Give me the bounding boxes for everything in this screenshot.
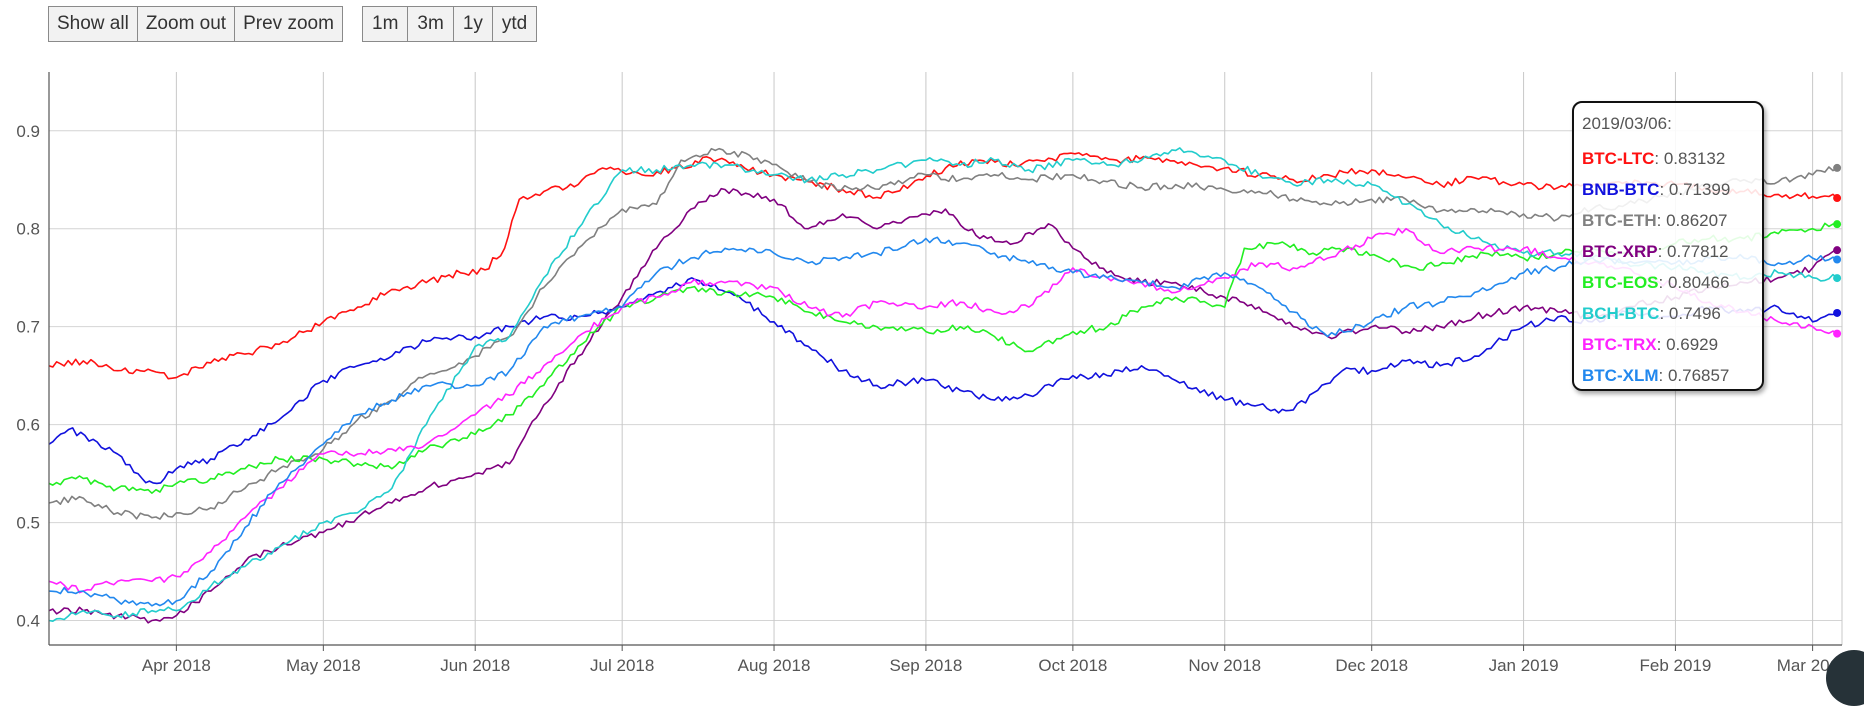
- tooltip-series-name: BTC-XRP: [1582, 242, 1658, 261]
- range-1m-button[interactable]: 1m: [363, 7, 409, 41]
- x-tick-label: Jul 2018: [590, 656, 654, 675]
- series-line-btc-ltc: [48, 152, 1838, 380]
- series-line-bnb-btc: [48, 277, 1838, 485]
- marker-layer: [1833, 163, 1842, 338]
- tooltip-series-name: BTC-ETH: [1582, 211, 1657, 230]
- series-line-btc-eth: [48, 147, 1838, 520]
- tooltip-row: BTC-TRX: 0.6929: [1582, 329, 1754, 360]
- tooltip-separator: :: [1656, 211, 1667, 230]
- x-tick-label: Sep 2018: [890, 656, 963, 675]
- show-all-button[interactable]: Show all: [49, 7, 138, 41]
- tooltip-series-value: 0.6929: [1666, 335, 1719, 354]
- x-tick-label: Feb 2019: [1640, 656, 1712, 675]
- tooltip-separator: :: [1658, 273, 1668, 292]
- series-line-btc-xrp: [48, 187, 1838, 624]
- tooltip-separator: :: [1658, 366, 1668, 385]
- tooltip-row: BCH-BTC: 0.7496: [1582, 298, 1754, 329]
- x-tick-label: Oct 2018: [1038, 656, 1107, 675]
- series-marker-btc-eos: [1833, 220, 1842, 229]
- tooltip-series-name: BTC-LTC: [1582, 149, 1655, 168]
- tooltip-row: BNB-BTC: 0.71399: [1582, 174, 1754, 205]
- tooltip-row: BTC-XRP: 0.77812: [1582, 236, 1754, 267]
- series-line-bch-btc: [48, 147, 1838, 622]
- line-chart[interactable]: 0.4 0.5 0.6 0.7 0.8 0.9 Apr 2018 May 2018 Jun 20…: [0, 0, 1864, 678]
- tooltip-separator: :: [1657, 242, 1668, 261]
- tooltip-separator: :: [1656, 335, 1667, 354]
- tooltip-row: BTC-ETH: 0.86207: [1582, 205, 1754, 236]
- series-marker-btc-xrp: [1833, 246, 1842, 255]
- tooltip-series-name: BNB-BTC: [1582, 180, 1660, 199]
- range-button-group: 1m 3m 1y ytd: [362, 6, 538, 42]
- x-tick-label: Jan 2019: [1489, 656, 1559, 675]
- tooltip-rows: BTC-LTC: 0.83132 BNB-BTC: 0.71399 BTC-ETH:…: [1582, 143, 1754, 391]
- series-marker-btc-trx: [1833, 329, 1842, 338]
- zoom-button-group: Show all Zoom out Prev zoom: [48, 6, 343, 42]
- tooltip-separator: :: [1654, 149, 1664, 168]
- tooltip-series-value: 0.71399: [1668, 180, 1731, 199]
- tooltip-date: 2019/03/06:: [1582, 114, 1672, 133]
- y-tick-label: 0.7: [16, 318, 40, 337]
- tooltip-series-name: BTC-EOS: [1582, 273, 1659, 292]
- tooltip-series-value: 0.7496: [1668, 304, 1721, 323]
- x-tick-label: Aug 2018: [738, 656, 811, 675]
- series-line-btc-eos: [48, 222, 1838, 494]
- range-1y-button[interactable]: 1y: [453, 7, 493, 41]
- series-layer: [48, 147, 1838, 624]
- tooltip-series-value: 0.76857: [1667, 366, 1730, 385]
- x-tick-label: Jun 2018: [440, 656, 510, 675]
- tooltip-series-value: 0.80466: [1667, 273, 1730, 292]
- tooltip-series-value: 0.86207: [1666, 211, 1728, 230]
- series-line-btc-trx: [48, 227, 1838, 594]
- series-marker-btc-ltc: [1833, 194, 1842, 203]
- tooltip-series-name: BTC-TRX: [1582, 335, 1657, 354]
- tooltip-row: BTC-XLM: 0.76857: [1582, 360, 1754, 391]
- tooltip-separator: :: [1659, 180, 1669, 199]
- hover-tooltip: 2019/03/06: BTC-LTC: 0.83132 BNB-BTC: 0.7…: [1572, 101, 1764, 391]
- y-tick-label: 0.5: [16, 514, 40, 533]
- series-marker-bnb-btc: [1833, 308, 1842, 317]
- axis-layer: 0.4 0.5 0.6 0.7 0.8 0.9 Apr 2018 May 2018 Jun 20…: [16, 72, 1849, 675]
- y-tick-label: 0.4: [16, 612, 40, 631]
- series-line-btc-xlm: [48, 236, 1838, 607]
- y-tick-label: 0.8: [16, 220, 40, 239]
- range-3m-button[interactable]: 3m: [408, 7, 454, 41]
- x-tick-label: Nov 2018: [1188, 656, 1261, 675]
- range-ytd-button[interactable]: ytd: [492, 7, 537, 41]
- x-tick-label: May 2018: [286, 656, 361, 675]
- prev-zoom-button[interactable]: Prev zoom: [235, 7, 342, 41]
- y-tick-label: 0.6: [16, 416, 40, 435]
- tooltip-separator: :: [1659, 304, 1669, 323]
- tooltip-series-name: BTC-XLM: [1582, 366, 1659, 385]
- x-tick-label: Dec 2018: [1335, 656, 1408, 675]
- x-tick-label: Apr 2018: [142, 656, 211, 675]
- series-marker-bch-btc: [1833, 274, 1842, 283]
- tooltip-row: BTC-LTC: 0.83132: [1582, 143, 1754, 174]
- y-tick-label: 0.9: [16, 122, 40, 141]
- zoom-out-button[interactable]: Zoom out: [137, 7, 236, 41]
- tooltip-row: BTC-EOS: 0.80466: [1582, 267, 1754, 298]
- tooltip-series-value: 0.83132: [1663, 149, 1726, 168]
- series-marker-btc-eth: [1833, 163, 1842, 172]
- series-marker-btc-xlm: [1833, 255, 1842, 264]
- tooltip-series-name: BCH-BTC: [1582, 304, 1660, 323]
- tooltip-series-value: 0.77812: [1667, 242, 1729, 261]
